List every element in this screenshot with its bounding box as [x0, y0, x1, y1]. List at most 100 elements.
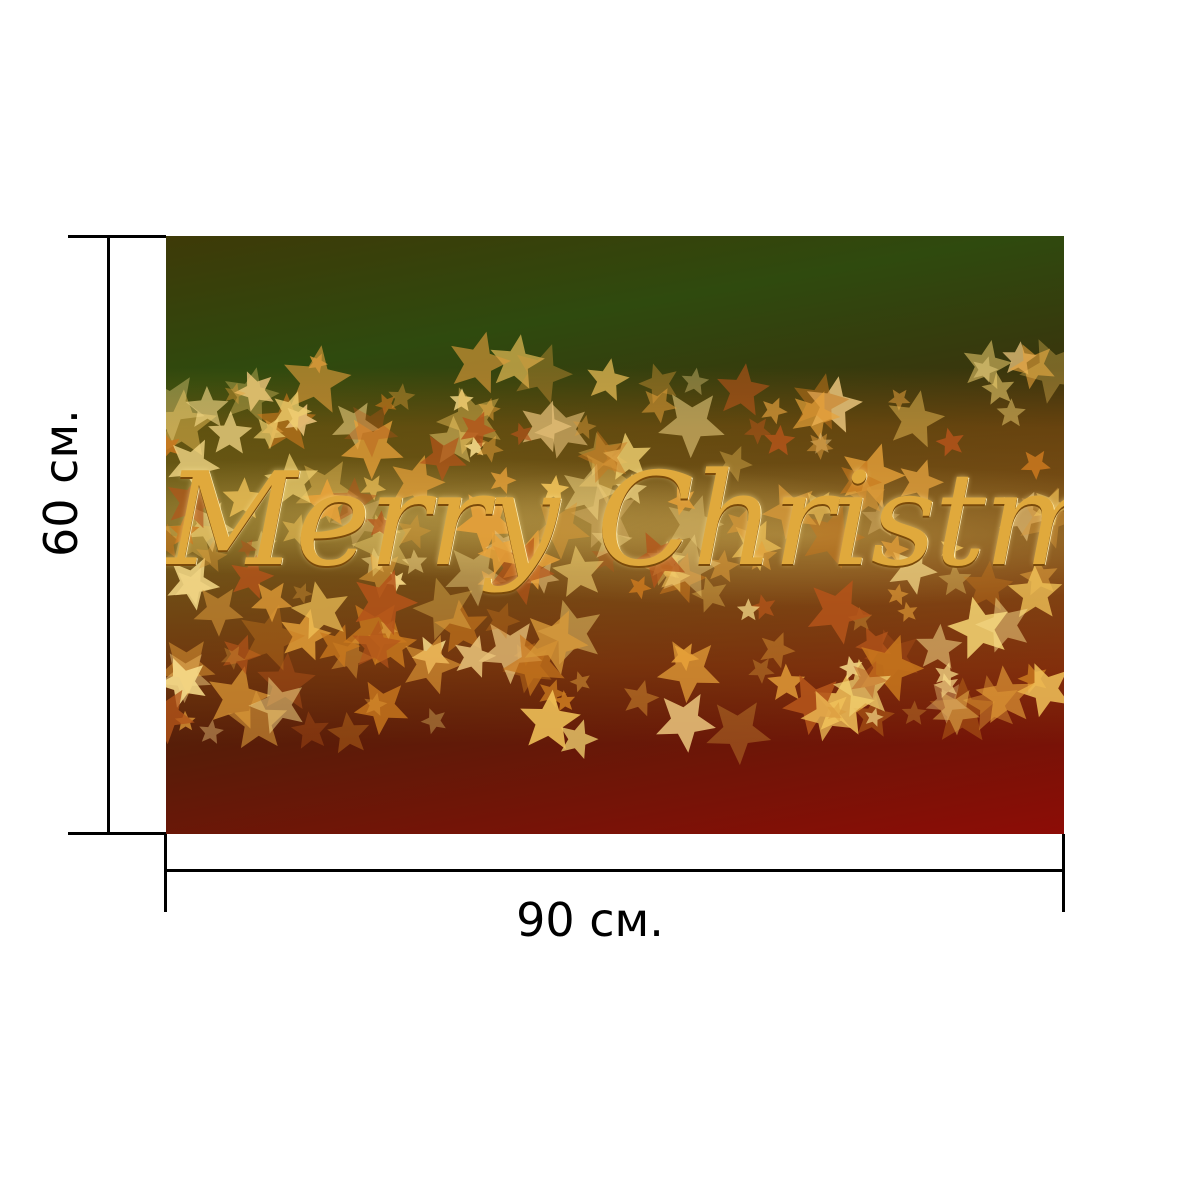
- star-shape: [865, 707, 884, 727]
- star-shape: [455, 635, 497, 678]
- width-dimension-tick-right: [1062, 834, 1065, 912]
- star-shape: [196, 540, 228, 572]
- star-shape: [510, 422, 532, 446]
- star-shape: [888, 389, 911, 411]
- star-shape: [717, 446, 753, 482]
- star-shape: [360, 475, 387, 501]
- star-shape: [367, 510, 395, 538]
- star-shape: [241, 604, 306, 671]
- star-shape: [975, 597, 1028, 653]
- star-shape: [591, 520, 633, 561]
- star-shape: [999, 491, 1049, 542]
- star-shape: [302, 478, 352, 525]
- star-shape: [530, 502, 590, 560]
- star-shape: [881, 534, 910, 565]
- stars-decoration: [166, 331, 1064, 766]
- star-shape: [577, 430, 628, 483]
- star-shape: [935, 427, 964, 457]
- star-shape: [281, 609, 332, 661]
- star-shape: [855, 627, 892, 664]
- star-shape: [537, 599, 601, 665]
- star-shape: [477, 531, 520, 575]
- star-shape: [603, 432, 651, 480]
- star-shape: [327, 711, 370, 754]
- star-shape: [454, 494, 517, 555]
- star-shape: [888, 390, 946, 448]
- star-shape: [764, 424, 796, 456]
- star-shape: [552, 545, 604, 597]
- star-shape: [392, 455, 446, 511]
- star-shape: [234, 371, 274, 412]
- star-shape: [169, 515, 200, 545]
- star-shape: [292, 583, 313, 604]
- star-shape: [973, 356, 999, 383]
- star-shape: [193, 588, 244, 637]
- star-shape: [659, 560, 691, 593]
- star-shape: [929, 677, 996, 741]
- star-shape: [760, 632, 796, 669]
- star-shape: [671, 643, 700, 672]
- star-shape: [941, 536, 964, 560]
- star-shape: [253, 418, 286, 450]
- star-shape: [166, 689, 195, 745]
- star-shape: [564, 463, 618, 521]
- star-shape: [388, 383, 416, 410]
- star-shape: [681, 367, 710, 396]
- star-shape: [374, 393, 397, 416]
- star-shape: [386, 572, 407, 592]
- star-shape: [887, 583, 909, 606]
- star-shape: [553, 690, 576, 712]
- star-shape: [485, 602, 521, 639]
- star-shape: [220, 646, 246, 670]
- width-label: 90 см.: [516, 893, 664, 947]
- star-shape: [540, 475, 570, 504]
- star-shape: [932, 690, 980, 736]
- star-shape: [736, 598, 760, 621]
- star-shape: [578, 452, 632, 504]
- star-shape: [429, 415, 479, 464]
- star-shape: [746, 540, 778, 571]
- star-shape: [658, 394, 725, 459]
- star-shape: [848, 478, 885, 515]
- star-shape: [668, 495, 725, 554]
- star-shape: [290, 581, 348, 640]
- star-shape: [520, 689, 581, 750]
- star-shape: [434, 599, 488, 653]
- star-shape: [806, 433, 834, 460]
- star-shape: [364, 692, 388, 716]
- height-dimension-line: [107, 236, 110, 834]
- star-shape: [330, 492, 385, 548]
- star-shape: [166, 389, 217, 456]
- banner-image: Merry Christmas: [166, 236, 1064, 834]
- star-shape: [569, 671, 590, 693]
- star-shape: [405, 634, 462, 695]
- star-shape: [449, 388, 474, 412]
- star-shape: [223, 634, 262, 675]
- star-shape: [962, 675, 1018, 731]
- star-shape: [935, 662, 959, 687]
- star-shape: [963, 340, 1013, 390]
- star-shape: [166, 523, 184, 558]
- height-dimension-tick-top: [68, 235, 166, 238]
- star-shape: [628, 576, 652, 600]
- star-shape: [832, 659, 891, 717]
- star-shape: [225, 367, 280, 423]
- star-shape: [861, 499, 900, 537]
- star-shape: [319, 624, 361, 668]
- height-label: 60 см.: [34, 409, 88, 557]
- star-shape: [851, 661, 889, 699]
- star-shape: [490, 466, 517, 494]
- star-shape: [1019, 339, 1064, 404]
- star-shape: [290, 711, 329, 749]
- star-shape: [726, 509, 758, 541]
- star-shape: [578, 432, 622, 477]
- star-shape: [344, 405, 399, 458]
- star-shape: [744, 418, 772, 445]
- star-shape: [792, 391, 841, 441]
- star-shape: [516, 344, 573, 404]
- star-shape: [706, 702, 772, 766]
- star-shape: [767, 663, 806, 700]
- star-shape: [167, 557, 221, 611]
- star-shape: [222, 477, 266, 519]
- star-shape: [624, 680, 660, 717]
